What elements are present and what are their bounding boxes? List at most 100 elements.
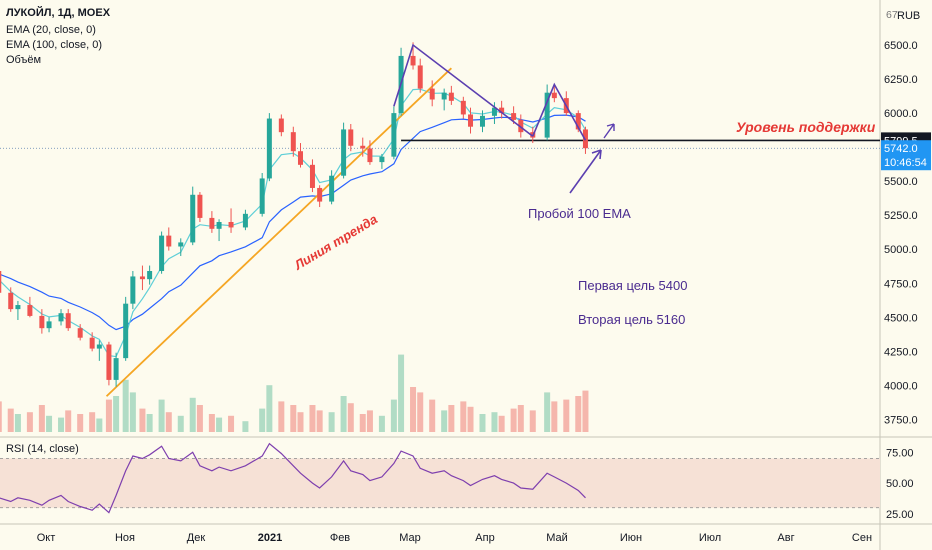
price-tick-label: 5250.0 (884, 210, 918, 222)
volume-bar (189, 397, 196, 432)
volume-bar (58, 417, 65, 432)
target-2-label: Вторая цель 5160 (578, 312, 685, 327)
volume-bar (510, 408, 517, 432)
volume-bar (460, 401, 467, 432)
last-price-tag (881, 140, 931, 171)
pattern-top-1 (393, 43, 534, 137)
legend-ema100[interactable]: EMA (100, close, 0) (6, 39, 102, 51)
candle-body (46, 321, 52, 329)
candle-body (0, 271, 2, 293)
rsi-line (0, 442, 586, 514)
volume-bar (347, 403, 354, 432)
candle-body (297, 151, 303, 165)
volume-bar (46, 415, 53, 432)
candle-body (65, 313, 71, 329)
pattern-top-2 (532, 82, 587, 141)
candle-body (348, 129, 354, 146)
candle-body (417, 65, 423, 89)
ema20-line (0, 88, 587, 358)
volume-bar (441, 410, 448, 432)
rsi-tick-label: 50.00 (886, 478, 914, 490)
candle-body (460, 100, 466, 115)
legend-volume[interactable]: Объём (6, 54, 42, 66)
volume-bar (228, 415, 235, 432)
symbol-title[interactable]: ЛУКОЙЛ, 1Д, MOEX (6, 7, 111, 19)
volume-bar (129, 392, 136, 432)
candle-body (166, 235, 172, 247)
time-tick-label: Окт (37, 532, 56, 544)
candle-body (317, 187, 323, 202)
volume-bar (105, 399, 112, 432)
volume-bar (14, 414, 21, 432)
volume-bar (177, 415, 184, 432)
support-level-label: Уровень поддержки (736, 119, 876, 135)
time-tick-label: Май (546, 532, 568, 544)
volume-bar (498, 415, 505, 432)
volume-bar (113, 396, 120, 432)
price-tick-label: 5500.0 (884, 176, 918, 188)
volume-bar (278, 401, 285, 432)
candle-body (89, 337, 95, 349)
candle-body (511, 113, 517, 120)
candle-body (491, 107, 497, 116)
volume-bar (139, 408, 146, 432)
price-tick-label: 3750.0 (884, 414, 918, 426)
candle-body (58, 313, 64, 322)
target-1-label: Первая цель 5400 (578, 278, 687, 293)
candle-body (147, 271, 153, 280)
volume-bar (77, 414, 84, 432)
candle-body (391, 113, 397, 157)
volume-bar (479, 414, 486, 432)
candle-body (197, 194, 203, 218)
volume-bar (196, 405, 203, 432)
candle-body (441, 92, 447, 100)
volume-bar (575, 396, 582, 432)
candle-body (242, 213, 248, 228)
price-axis-prefix: 67 (886, 9, 898, 21)
volume-bar (551, 401, 558, 432)
candle-body (360, 145, 366, 149)
ema-break-arrowhead (591, 149, 602, 160)
price-tick-label: 4750.0 (884, 278, 918, 290)
last-price-label: 5742.0 (884, 143, 918, 155)
candle-body (329, 175, 335, 202)
volume-bar (491, 412, 498, 432)
volume-bar (328, 412, 335, 432)
candle-body (266, 118, 272, 179)
candle-body (106, 344, 112, 380)
price-axis-panel (880, 0, 932, 550)
volume-bar (582, 390, 589, 432)
volume-bar (89, 412, 96, 432)
candle-body (551, 92, 557, 99)
volume-bar (417, 392, 424, 432)
volume-bar (359, 414, 366, 432)
candle-body (159, 235, 165, 272)
candle-body (27, 305, 33, 316)
rsi-tick-label: 75.00 (886, 447, 914, 459)
candle-body (113, 358, 119, 380)
legend-ema20[interactable]: EMA (20, close, 0) (6, 24, 96, 36)
volume-bar (7, 408, 14, 432)
candle-body (178, 242, 184, 247)
volume-bar (517, 405, 524, 432)
time-tick-label: Апр (475, 532, 494, 544)
price-tick-label: 4250.0 (884, 346, 918, 358)
candle-body (39, 315, 45, 329)
price-tick-label: 4000.0 (884, 380, 918, 392)
price-tick-label: 6000.0 (884, 108, 918, 120)
candle-body (309, 164, 315, 188)
candle-body (479, 115, 485, 127)
candle-body (367, 148, 373, 163)
candle-body (544, 92, 550, 138)
ema-break-arrow (569, 149, 602, 194)
volume-bar (448, 405, 455, 432)
time-tick-label: Июн (620, 532, 642, 544)
volume-bar (467, 406, 474, 432)
rsi-band (0, 458, 880, 508)
candle-body (278, 118, 284, 133)
volume-bar (96, 418, 103, 432)
volume-bar (309, 405, 316, 432)
currency-label: RUB (897, 10, 920, 22)
volume-bar (410, 387, 417, 432)
